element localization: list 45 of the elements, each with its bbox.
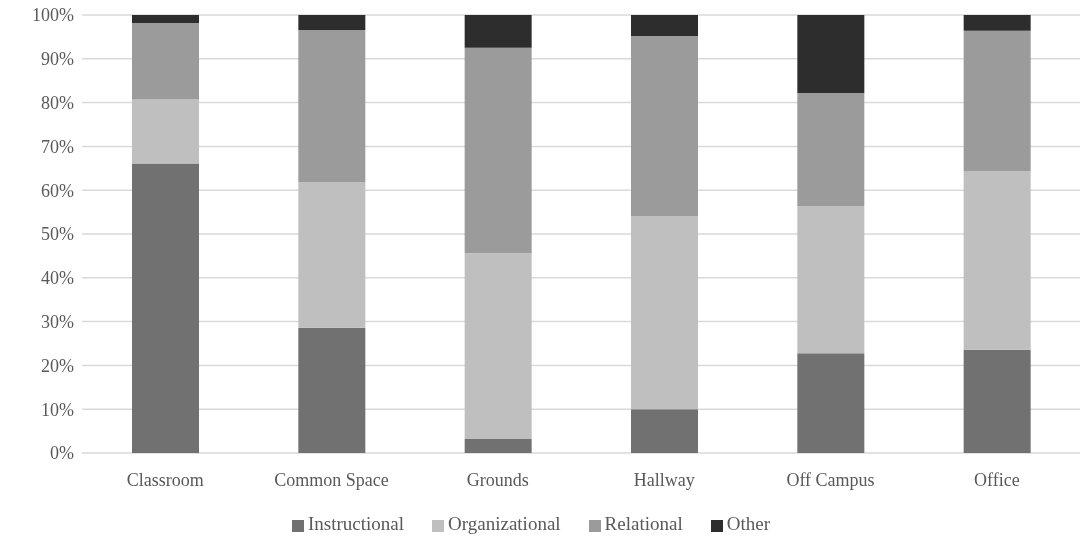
bar (797, 92, 865, 206)
bar (631, 216, 698, 410)
bar (963, 15, 1031, 31)
bar (797, 15, 865, 93)
y-tick-label: 50% (41, 224, 74, 245)
bar (464, 253, 532, 439)
y-tick-label: 90% (41, 49, 74, 70)
bar (963, 30, 1031, 171)
legend-label: Instructional (308, 513, 405, 534)
bar (464, 15, 532, 48)
bar (298, 15, 366, 30)
x-tick-label: Grounds (466, 469, 529, 490)
bar (298, 29, 366, 182)
x-tick-label: Hallway (633, 469, 695, 490)
x-tick-label: Common Space (274, 469, 389, 490)
bar (963, 349, 1031, 453)
y-tick-label: 70% (41, 136, 74, 157)
bar (631, 409, 698, 453)
bar (631, 15, 698, 37)
bar (797, 205, 865, 354)
bar (631, 36, 698, 217)
y-tick-label: 100% (32, 5, 74, 26)
legend-label: Other (726, 513, 770, 534)
y-tick-label: 0% (50, 443, 74, 464)
bar (132, 15, 199, 23)
y-tick-label: 30% (41, 311, 74, 332)
bar (298, 181, 366, 328)
bar (963, 170, 1031, 350)
x-tick-label: Office (974, 469, 1020, 490)
bar (298, 327, 366, 453)
y-tick-label: 60% (41, 180, 74, 201)
y-tick-label: 80% (41, 92, 74, 113)
x-tick-label: Classroom (126, 469, 204, 490)
y-tick-label: 40% (41, 268, 74, 289)
y-tick-label: 20% (41, 355, 74, 376)
x-tick-label: Off Campus (786, 469, 875, 490)
bar (132, 22, 199, 100)
legend-label: Relational (604, 513, 683, 534)
y-tick-label: 10% (41, 399, 74, 420)
bar (132, 163, 199, 453)
bar (132, 99, 199, 164)
bar (464, 47, 532, 254)
bar (797, 353, 865, 453)
legend-label: Organizational (448, 513, 561, 534)
bar (464, 438, 532, 453)
